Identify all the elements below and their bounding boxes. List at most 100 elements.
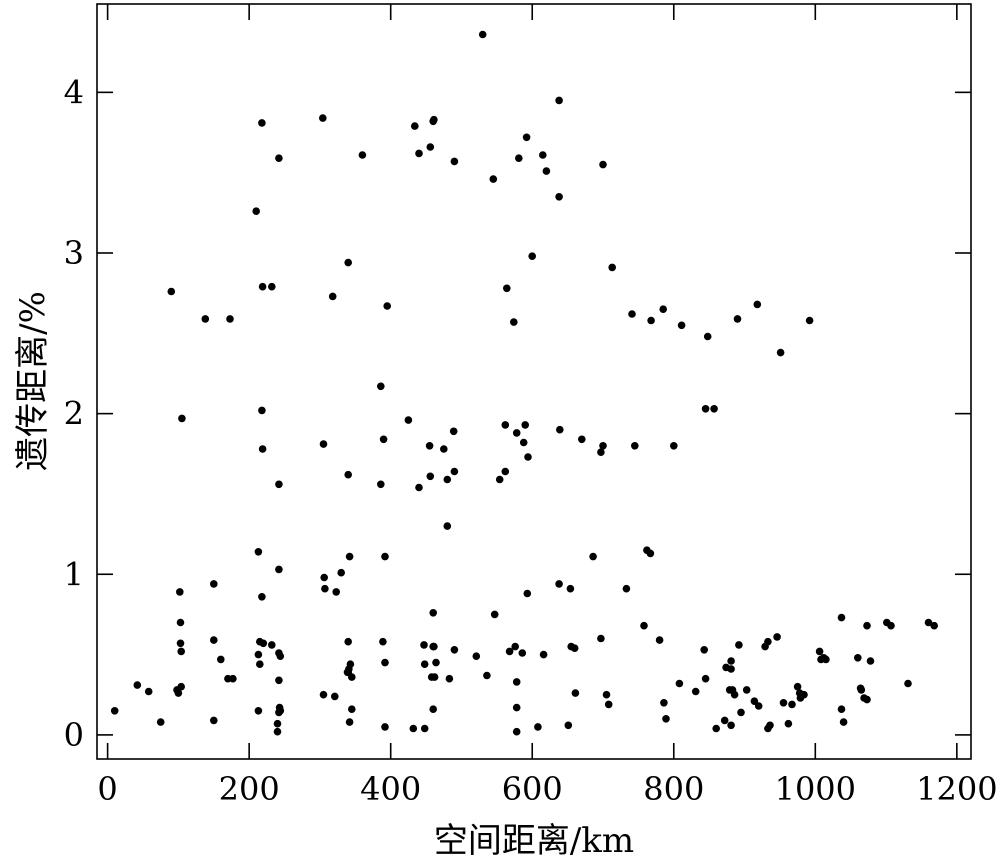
y-axis-ticks: 0 1 2 3 4 xyxy=(64,73,971,754)
data-point xyxy=(608,263,616,272)
data-point xyxy=(691,687,700,696)
data-point xyxy=(733,315,742,323)
data-point xyxy=(754,702,763,710)
x-tick-label: 1200 xyxy=(916,770,997,808)
data-point xyxy=(646,549,655,558)
data-point xyxy=(788,700,796,709)
y-tick-label: 4 xyxy=(64,73,84,111)
data-point xyxy=(539,151,547,159)
data-point xyxy=(555,96,563,105)
data-point xyxy=(420,660,429,668)
data-point xyxy=(381,723,389,731)
data-point xyxy=(556,425,564,434)
data-point xyxy=(837,613,846,622)
data-point xyxy=(344,470,353,479)
data-point xyxy=(501,421,510,429)
data-point xyxy=(839,718,848,726)
data-point xyxy=(404,416,413,424)
data-point xyxy=(275,565,283,574)
data-point xyxy=(254,548,263,556)
data-point xyxy=(660,699,668,707)
data-point xyxy=(555,193,563,201)
data-point xyxy=(429,117,438,126)
data-point xyxy=(443,475,452,484)
data-point xyxy=(321,584,329,593)
data-point xyxy=(512,703,521,712)
data-point xyxy=(358,151,367,159)
data-point xyxy=(489,175,498,183)
x-tick-label: 200 xyxy=(219,770,280,808)
data-point xyxy=(712,724,720,733)
data-point xyxy=(319,690,328,699)
data-point xyxy=(490,610,499,619)
data-point xyxy=(450,467,459,476)
data-point xyxy=(144,687,153,696)
data-point xyxy=(727,657,735,665)
data-point xyxy=(178,414,186,423)
data-point xyxy=(710,405,718,413)
data-point xyxy=(409,724,418,733)
data-point xyxy=(622,584,631,593)
data-point xyxy=(542,167,551,175)
data-point xyxy=(503,284,511,293)
x-axis-label: 空间距离/km xyxy=(434,821,634,861)
data-point xyxy=(426,472,435,481)
data-point xyxy=(628,310,636,318)
data-point xyxy=(523,589,532,598)
data-point xyxy=(863,695,871,704)
data-point xyxy=(381,552,389,561)
data-point xyxy=(515,154,523,162)
data-point xyxy=(176,588,184,596)
data-point xyxy=(429,609,438,617)
data-point xyxy=(229,674,237,683)
data-point xyxy=(110,707,119,715)
data-point xyxy=(512,727,521,736)
y-tick-label: 2 xyxy=(64,395,84,433)
data-point xyxy=(268,641,276,649)
data-point xyxy=(602,690,611,699)
data-point xyxy=(522,133,531,142)
data-point xyxy=(604,700,613,709)
data-point xyxy=(167,287,176,296)
data-point xyxy=(449,427,458,436)
data-point xyxy=(420,724,429,733)
x-tick-label: 1000 xyxy=(775,770,856,808)
data-point xyxy=(817,655,825,664)
data-point xyxy=(837,705,846,713)
data-point xyxy=(176,639,185,648)
data-point xyxy=(483,671,491,680)
data-point xyxy=(332,588,341,596)
plot-frame xyxy=(96,3,972,760)
data-point xyxy=(599,160,607,169)
data-point xyxy=(555,580,563,588)
x-tick-label: 800 xyxy=(643,770,704,808)
data-point xyxy=(727,665,735,673)
data-point xyxy=(348,673,356,681)
data-point xyxy=(174,689,183,697)
y-tick-label: 3 xyxy=(64,234,84,272)
data-point xyxy=(677,321,686,330)
data-point xyxy=(381,658,389,667)
data-point xyxy=(730,690,739,699)
data-point xyxy=(415,149,423,158)
data-point xyxy=(631,442,639,450)
data-point xyxy=(275,676,283,685)
data-point xyxy=(566,584,575,593)
data-point xyxy=(735,641,743,649)
data-point xyxy=(599,442,607,450)
data-point xyxy=(571,689,580,697)
data-point xyxy=(258,406,266,415)
data-point xyxy=(258,119,266,127)
data-point xyxy=(156,718,165,726)
data-point xyxy=(328,292,337,301)
data-point xyxy=(344,258,353,267)
data-point xyxy=(779,699,788,707)
x-tick-label: 0 xyxy=(97,770,117,808)
data-point xyxy=(432,658,440,667)
data-point xyxy=(472,652,481,660)
x-tick-label: 400 xyxy=(360,770,421,808)
data-point xyxy=(534,723,542,731)
data-point xyxy=(854,654,862,662)
data-point xyxy=(863,621,871,630)
